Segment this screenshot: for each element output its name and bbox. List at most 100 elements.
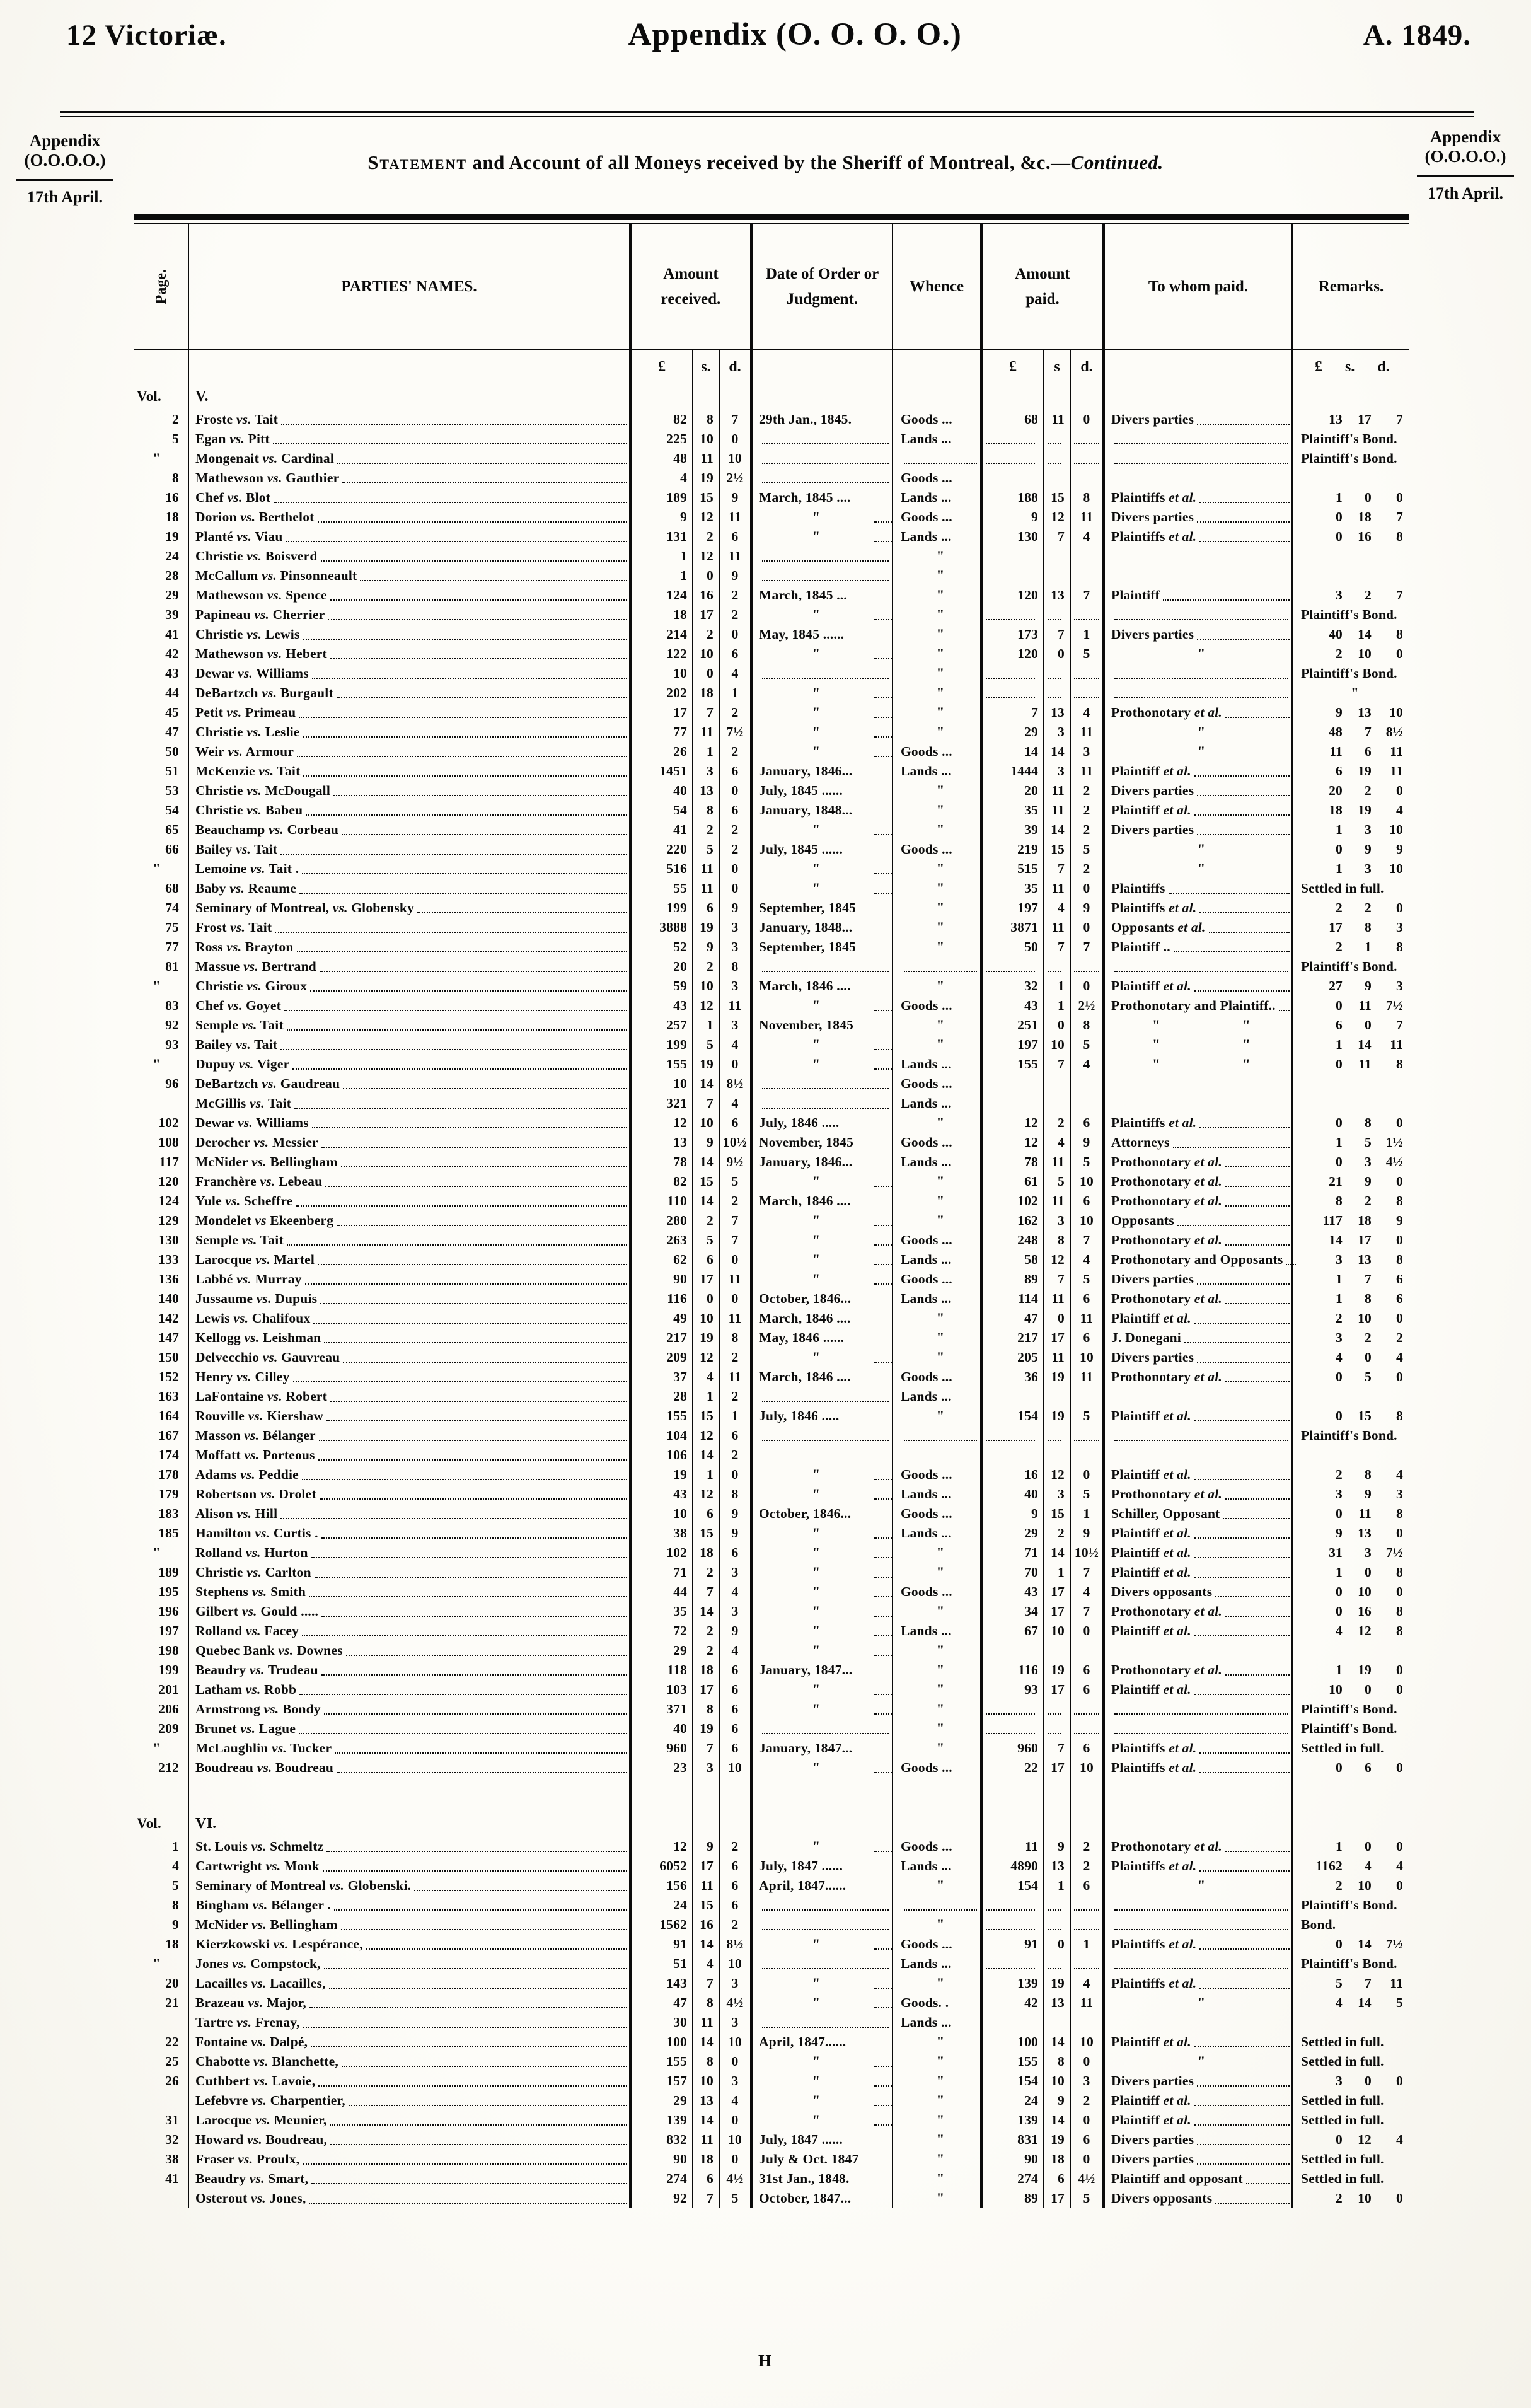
cell-whence: " [892,1172,980,1191]
cell-received-pound: 102 [629,1543,692,1563]
cell-received-pence: 6 [719,1699,750,1719]
cell-received-shillings [692,1810,719,1837]
cell-to-whom-paid [1102,1094,1291,1113]
cell-date-of-order: " [750,1250,892,1270]
cell-received-pound: 116 [629,1289,692,1309]
cell-paid-pound: 68 [980,410,1043,429]
cell-date-of-order: " [750,1348,892,1367]
cell-parties-names: DeBartzch vs. Burgault [188,683,629,703]
table-row: 209 Brunet vs. Lague 40 19 6 " Plaintiff's Bon… [134,1719,1409,1739]
cell-to-whom-paid: " [1102,722,1291,742]
cell-received-pound: 104 [629,1426,692,1445]
cell-whence [892,1810,980,1837]
margin-note-line2: (O.O.O.O.) [24,151,106,170]
cell-remarks: Settled in full. [1291,2110,1409,2130]
cell-remarks: 9 13 0 [1291,1524,1409,1543]
cell-paid-shillings [1043,547,1070,566]
column-header-remarks: Remarks. [1291,224,1409,350]
cell-received-pence: 0 [719,1289,750,1309]
cell-received-pence: 2 [719,1387,750,1406]
cell-paid-pence: 6 [1070,1328,1102,1348]
cell-paid-shillings: 13 [1043,586,1070,605]
cell-parties-names: Jussaume vs. Dupuis [188,1289,629,1309]
cell-received-pound: 263 [629,1230,692,1250]
cell-paid-pound: 9 [980,1504,1043,1524]
cell-received-shillings: 2 [692,1621,719,1641]
cell-date-of-order: September, 1845 [750,937,892,957]
cell-received-pence: 0 [719,2150,750,2169]
cell-remarks: 0 12 4 [1291,2130,1409,2150]
cell-received-pound: 10 [629,664,692,683]
cell-date-of-order: March, 1846 .... [750,976,892,996]
cell-paid-pound: 67 [980,1621,1043,1641]
cell-paid-pound: 12 [980,1113,1043,1133]
cell-received-pence: 2 [719,1191,750,1211]
cell-received-pence: 9 [719,898,750,918]
cell-received-pence: 4 [719,1035,750,1055]
cell-to-whom-paid: Plaintiffs et al. [1102,1758,1291,1778]
cell-received-pence [719,1778,750,1810]
cell-whence: " [892,2110,980,2130]
cell-whence: " [892,1406,980,1426]
cell-received-pence: 9 [719,566,750,586]
cell-paid-pence: 5 [1070,2189,1102,2208]
cell-paid-pence: 0 [1070,879,1102,898]
cell-received-pence: 2½ [719,468,750,488]
cell-remarks: 1162 4 4 [1291,1856,1409,1876]
cell-page: 206 [158,1701,179,1716]
cell-paid-shillings: 14 [1043,2032,1070,2052]
cell-remarks: 6 19 11 [1291,761,1409,781]
cell-remarks: 3 13 8 [1291,1250,1409,1270]
cell-paid-shillings: 13 [1043,703,1070,722]
cell-remarks [1291,566,1409,586]
cell-paid-pound [980,1426,1043,1445]
cell-page: 43 [165,666,179,681]
cell-whence: " [892,703,980,722]
cell-page: 18 [165,1936,179,1952]
cell-parties-names: V. [188,383,629,410]
subheader-remarks-currency: £ s. d. [1291,350,1409,383]
cell-paid-pound: 130 [980,527,1043,547]
table-row: 196 Gilbert vs. Gould ..... 35 14 3 " " 34 17 7 Pr… [134,1602,1409,1621]
cell-paid-pence: 9 [1070,1133,1102,1152]
cell-received-shillings: 4 [692,1954,719,1974]
cell-page: 65 [165,822,179,837]
cell-received-pence: 4½ [719,1993,750,2013]
cell-paid-pence: 6 [1070,1876,1102,1896]
cell-page: 147 [158,1330,179,1345]
cell-paid-shillings: 11 [1043,1289,1070,1309]
cell-remarks: 117 18 9 [1291,1211,1409,1230]
cell-whence: " [892,2071,980,2091]
cell-received-pound: 18 [629,605,692,625]
cell-whence: Lands ... [892,488,980,507]
cell-received-shillings: 19 [692,1328,719,1348]
cell-received-shillings: 10 [692,644,719,664]
cell-received-pence: 11 [719,1309,750,1328]
table-row: 42 Mathewson vs. Hebert 122 10 6 " " 120 0 5 " 2 10 0 [134,644,1409,664]
cell-received-pence: 2 [719,1915,750,1935]
cell-received-shillings: 13 [692,781,719,801]
cell-page: 92 [165,1017,179,1033]
cell-date-of-order: " [750,1563,892,1582]
cell-received-pound: 225 [629,429,692,449]
cell-remarks: 40 14 8 [1291,625,1409,644]
cell-remarks: Plaintiff's Bond. [1291,605,1409,625]
cell-parties-names: Bailey vs. Tait [188,1035,629,1055]
cell-to-whom-paid: " [1102,1993,1291,2013]
column-header-amount-received: Amount received. [629,224,750,350]
cell-received-shillings: 11 [692,2130,719,2150]
cell-whence: " [892,547,980,566]
cell-received-pence: 7 [719,1211,750,1230]
cell-date-of-order: October, 1846... [750,1289,892,1309]
cell-paid-pence: 5 [1070,1270,1102,1289]
table-row: " Rolland vs. Hurton 102 18 6 " " 71 14 10½ Plaint… [134,1543,1409,1563]
volume-section-header: Vol. VI. [134,1810,1409,1837]
table-header-row: Page. PARTIES' NAMES. Amount received. Da… [134,224,1409,350]
cell-parties-names: McKenzie vs. Tait [188,761,629,781]
cell-paid-shillings [1043,1387,1070,1406]
cell-remarks: 0 16 8 [1291,1602,1409,1621]
cell-paid-pence: 5 [1070,1485,1102,1504]
cell-paid-pound: 24 [980,2091,1043,2110]
cell-received-shillings: 10 [692,429,719,449]
